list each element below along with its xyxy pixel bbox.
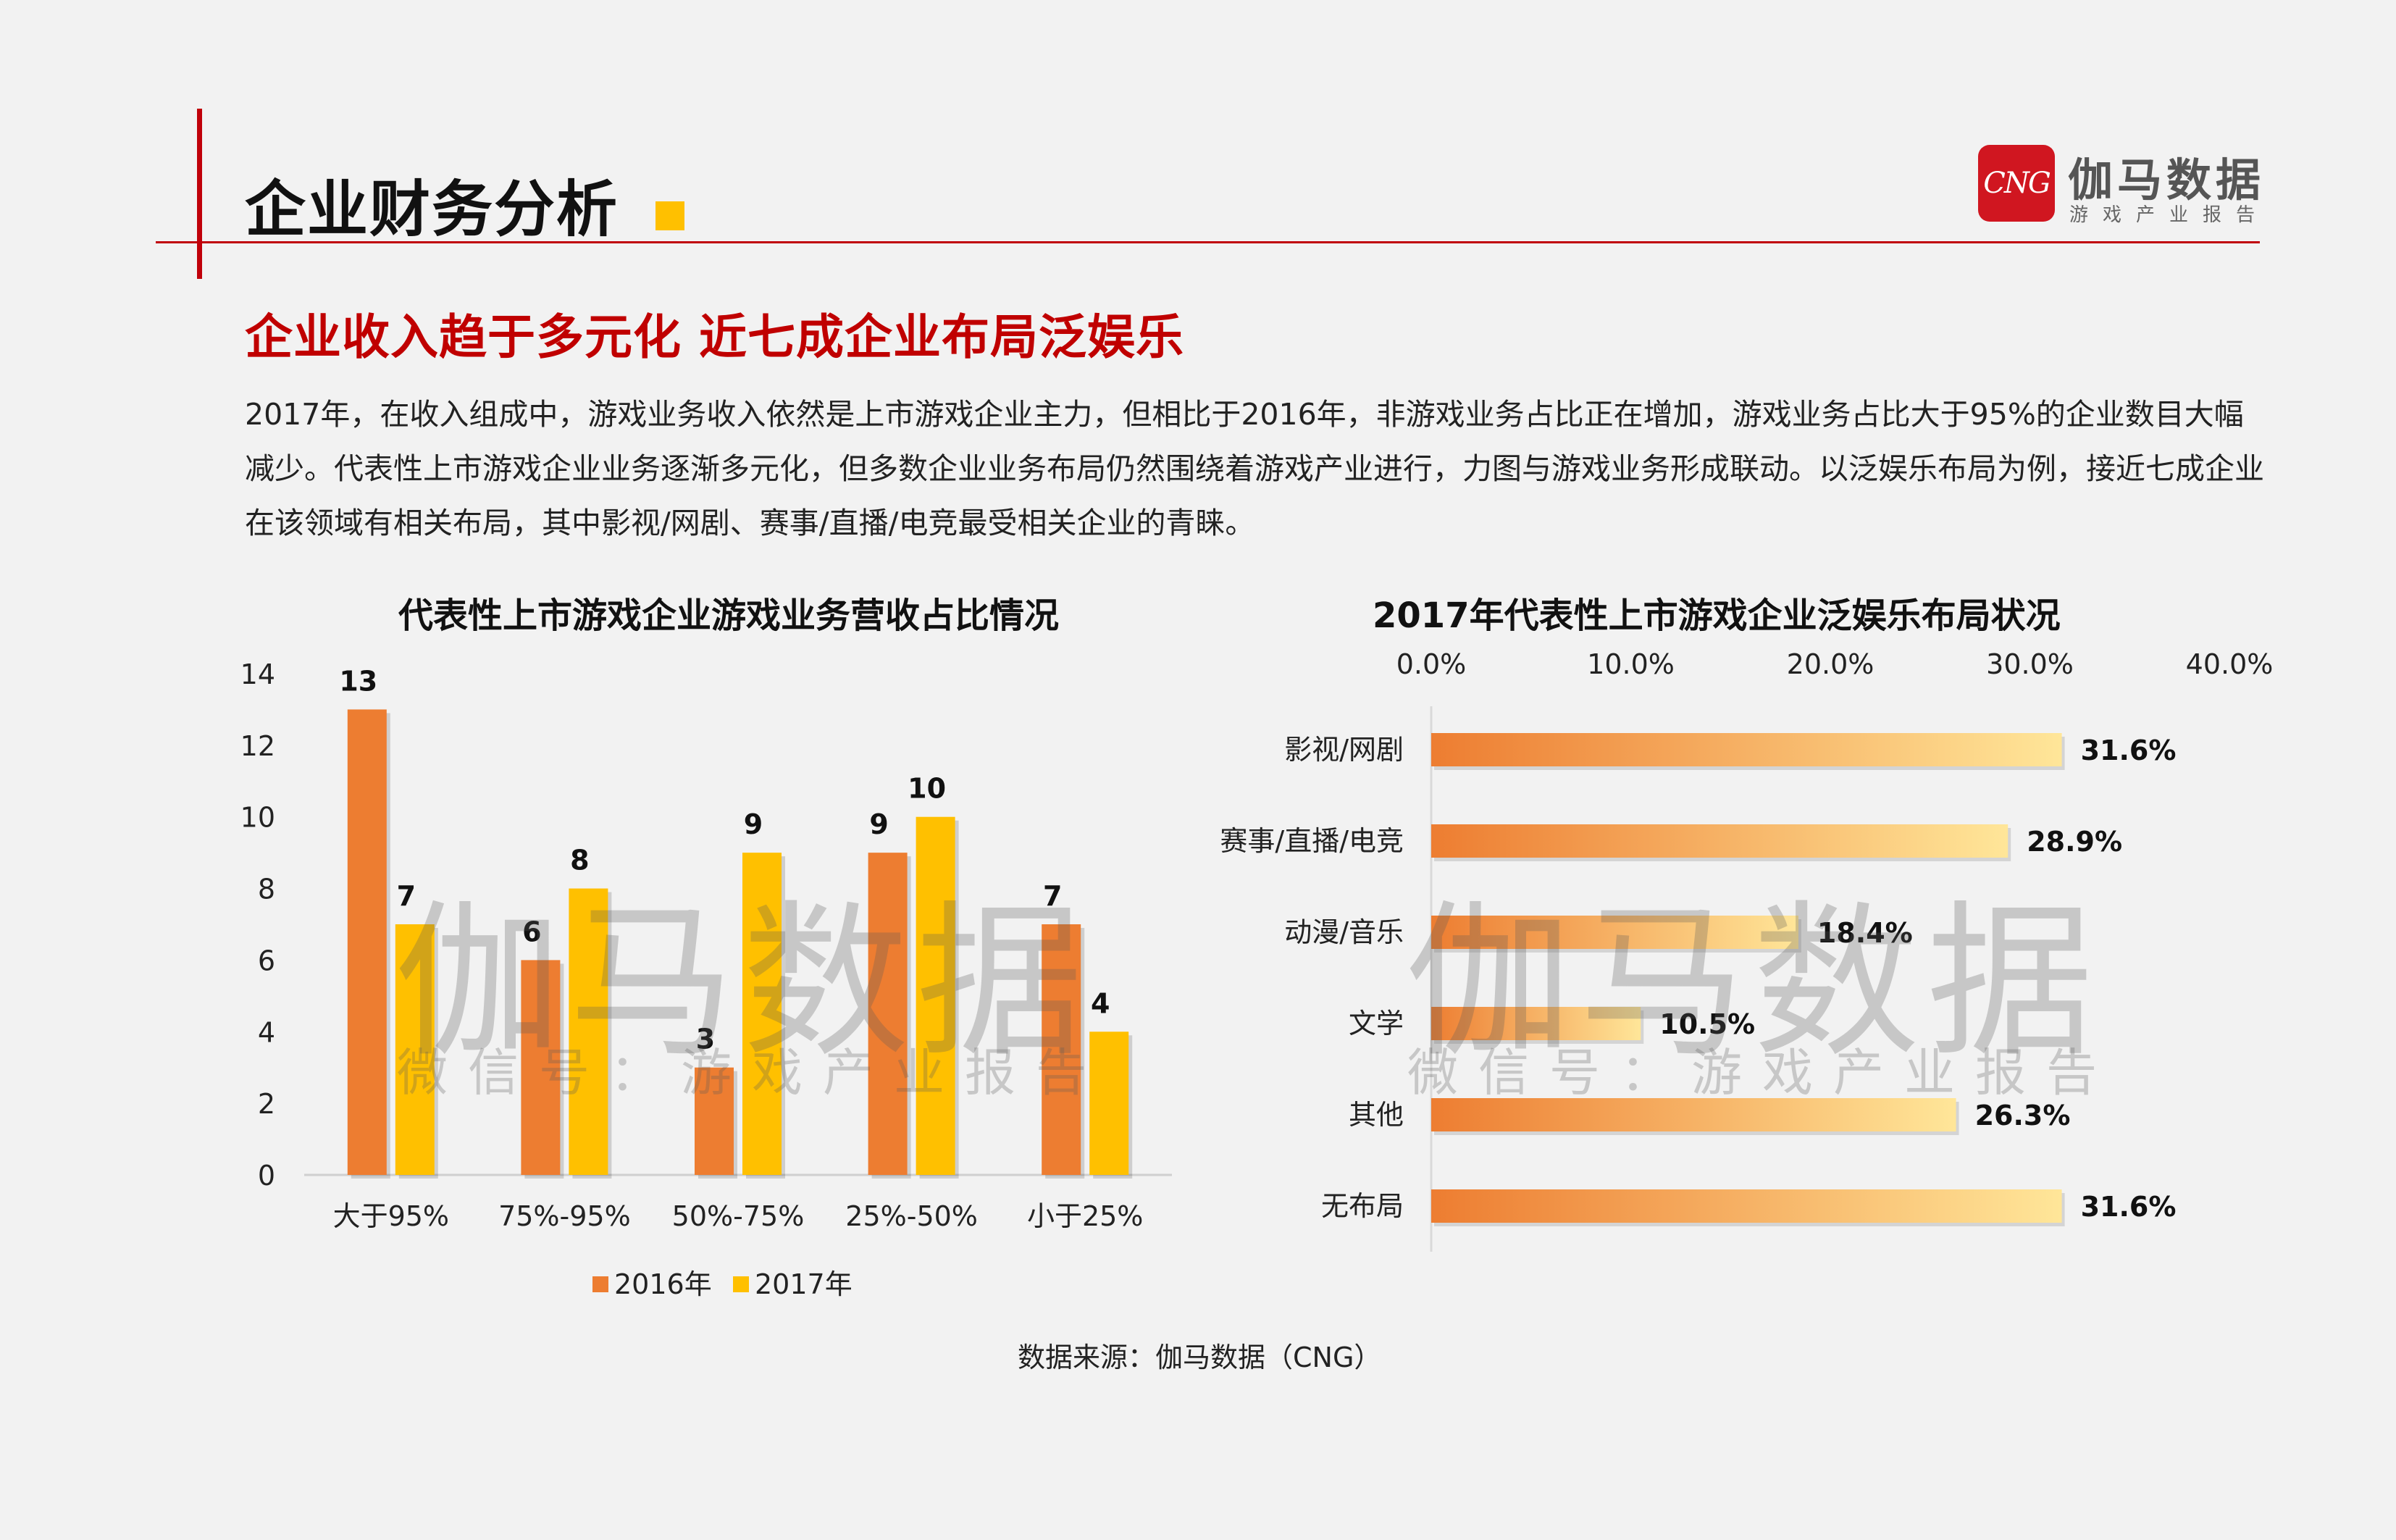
y-tick-label: 0	[258, 1160, 275, 1192]
x-tick-label: 40.0%	[2186, 648, 2274, 680]
bar-value-label: 3	[696, 1024, 715, 1055]
hbar	[1431, 916, 1798, 949]
x-tick-label: 10.0%	[1587, 648, 1675, 680]
legend-swatch	[592, 1276, 608, 1292]
y-tick-label: 4	[258, 1016, 275, 1048]
right-chart-title: 2017年代表性上市游戏企业泛娱乐布局状况	[1373, 595, 2061, 636]
bar-value-label: 6	[522, 916, 541, 947]
bar-value-label: 7	[1043, 880, 1062, 912]
bar-value-label: 10	[908, 773, 946, 805]
right-bar-chart: 0.0% 10.0% 20.0% 30.0% 40.0% 影视/网剧 31.6% 赛事/直播/…	[1220, 648, 2273, 1252]
watermark-left-sub: 微信号：游戏产业报告	[397, 1043, 1107, 1102]
y-tick-label: 8	[258, 874, 275, 905]
header-divider	[156, 241, 2260, 243]
category-label: 文学	[1349, 1008, 1404, 1039]
logo-tagline: 游戏产业报告	[2069, 204, 2270, 226]
hbar	[1431, 1007, 1641, 1040]
hbar-value-label: 26.3%	[1975, 1100, 2071, 1131]
bar-2016	[695, 1067, 734, 1175]
watermark-left: 伽马数据	[395, 887, 1091, 1080]
logo-name: 伽马数据	[2068, 154, 2266, 206]
bar-value-label: 9	[744, 808, 763, 840]
legend-swatch	[733, 1276, 749, 1292]
bar-2016	[347, 709, 387, 1175]
category-label: 赛事/直播/电竞	[1220, 825, 1404, 857]
bar-2017	[569, 888, 608, 1175]
x-tick-label: 20.0%	[1787, 648, 1875, 680]
legend-label: 2016年	[614, 1268, 712, 1300]
category-label: 其他	[1349, 1099, 1404, 1131]
legend-label: 2017年	[755, 1268, 853, 1300]
bar-value-label: 8	[570, 845, 589, 876]
category-label: 无布局	[1321, 1190, 1404, 1222]
category-label: 25%-50%	[845, 1200, 978, 1232]
hbar	[1431, 1189, 2062, 1223]
bar-2017	[916, 816, 955, 1175]
hbar-value-label: 18.4%	[1817, 917, 1913, 949]
category-label: 50%-75%	[672, 1200, 805, 1232]
hbar	[1431, 1098, 1956, 1131]
bar-2017	[742, 853, 782, 1175]
bar-2016	[521, 960, 561, 1175]
bar-2016	[1042, 924, 1081, 1175]
data-source: 数据来源：伽马数据（CNG）	[1018, 1342, 1382, 1373]
hbar-value-label: 10.5%	[1659, 1008, 1755, 1040]
title-accent-bar	[197, 109, 202, 279]
watermark-right-sub: 微信号：游戏产业报告	[1407, 1043, 2117, 1102]
y-tick-label: 2	[258, 1088, 275, 1120]
y-tick-label: 14	[240, 658, 275, 690]
category-label: 75%-95%	[498, 1200, 631, 1232]
bar-2017	[1089, 1031, 1129, 1175]
left-chart-title: 代表性上市游戏企业游戏业务营收占比情况	[398, 595, 1060, 636]
category-label: 影视/网剧	[1284, 734, 1404, 766]
bar-value-label: 4	[1091, 987, 1110, 1019]
category-label: 大于95%	[333, 1200, 449, 1232]
bar-value-label: 13	[339, 665, 377, 697]
hbar	[1431, 824, 2008, 858]
bar-2016	[868, 853, 908, 1175]
bar-2017	[395, 924, 435, 1175]
body-paragraph: 2017年，在收入组成中，游戏业务收入依然是上市游戏企业主力，但相比于2016年…	[245, 397, 2264, 540]
hbar-value-label: 28.9%	[2027, 826, 2122, 858]
bar-value-label: 9	[869, 808, 888, 840]
hbar-value-label: 31.6%	[2081, 1191, 2177, 1223]
y-tick-label: 10	[240, 802, 275, 834]
cng-logo-icon: CNG	[1978, 145, 2055, 222]
y-tick-label: 6	[258, 945, 275, 976]
bar-value-label: 7	[397, 880, 416, 912]
page-title: 企业财务分析	[245, 174, 619, 245]
watermark-right: 伽马数据	[1405, 887, 2101, 1080]
hbar	[1431, 733, 2062, 766]
category-label: 小于25%	[1027, 1200, 1143, 1232]
x-tick-label: 0.0%	[1396, 648, 1467, 680]
x-tick-label: 30.0%	[1986, 648, 2074, 680]
left-bar-chart: 0 2 4 6 8 10 12 14 13 7 大于95% 6 8 75%-95% 3 9 50%-75% 9 10…	[240, 658, 1172, 1300]
category-label: 动漫/音乐	[1284, 916, 1404, 948]
title-square-icon	[655, 201, 684, 230]
section-subtitle: 企业收入趋于多元化 近七成企业布局泛娱乐	[245, 309, 1184, 365]
hbar-value-label: 31.6%	[2081, 735, 2177, 766]
y-tick-label: 12	[240, 730, 275, 762]
